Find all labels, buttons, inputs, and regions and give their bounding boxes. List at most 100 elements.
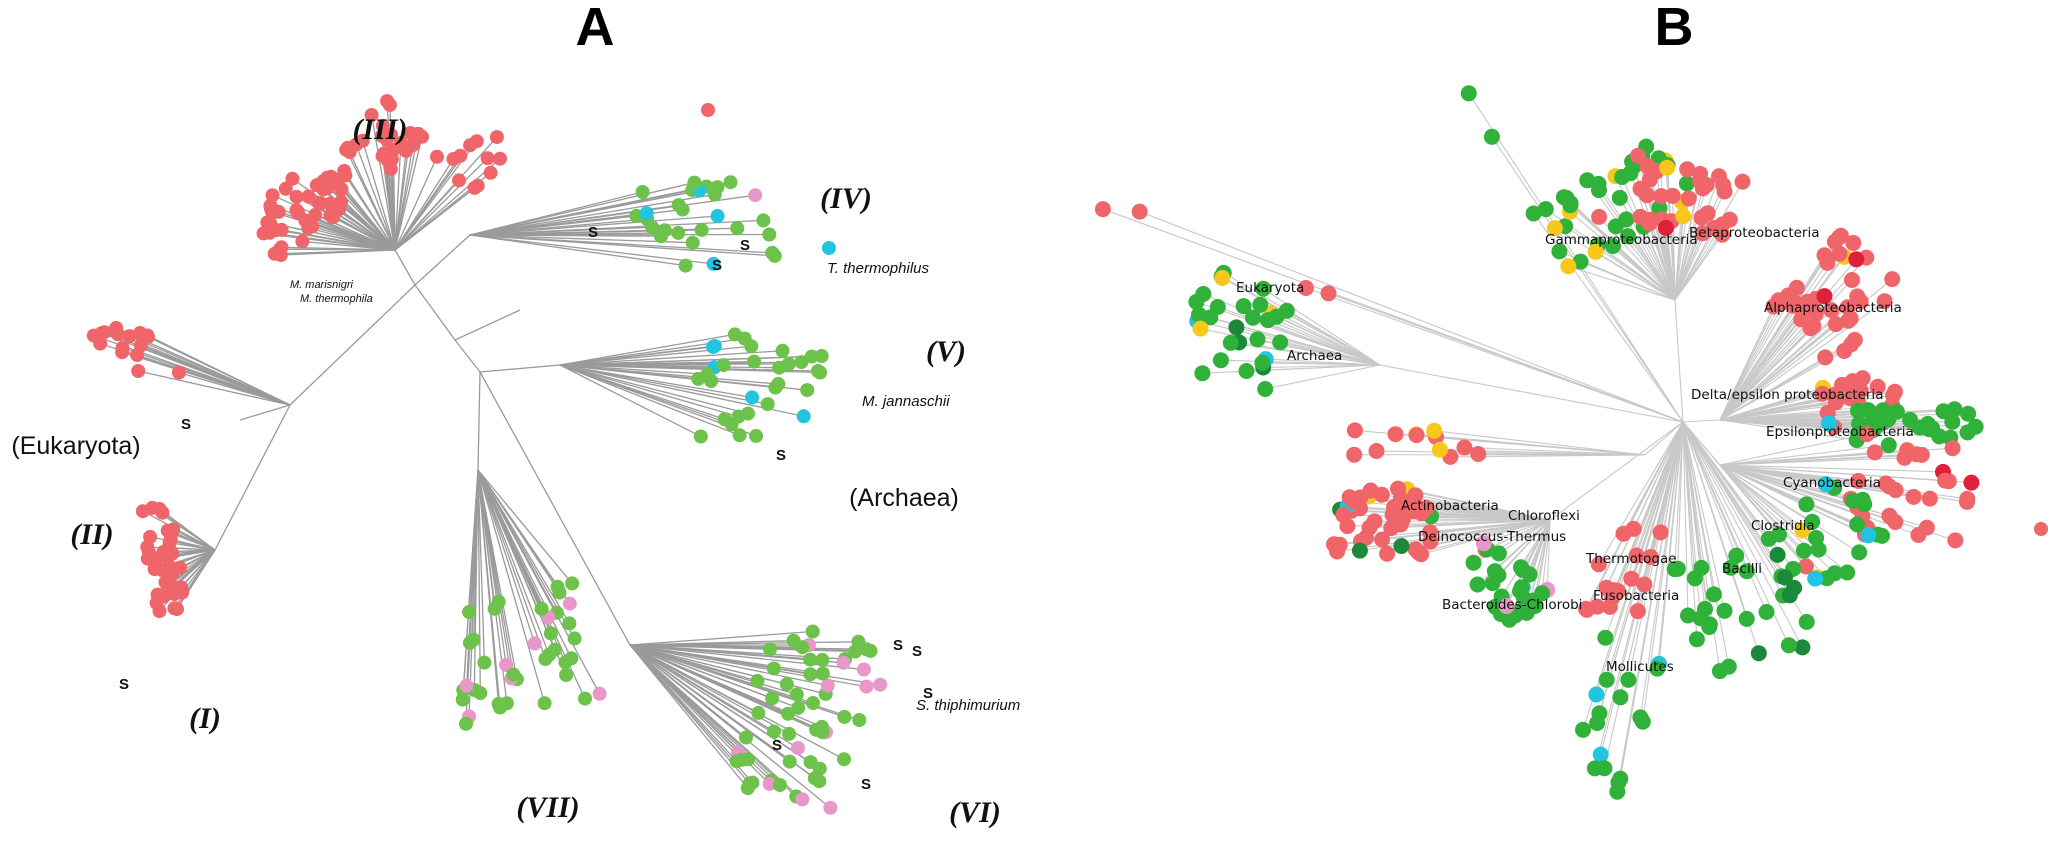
actinobacteria-leaf (1383, 520, 1400, 536)
clade-iv-leaf (654, 229, 668, 244)
clade-iii-branch (355, 144, 396, 251)
fusobacteria-leaf (1623, 570, 1640, 587)
clade-vii-leaf (565, 576, 580, 591)
clade-v-leaf (771, 377, 786, 391)
eukaryota-archaea-branch (1222, 277, 1381, 366)
clade-iii-branch (322, 180, 396, 251)
taxon-label-actinobacteria: Actinobacteria (1401, 498, 1499, 514)
s-mark: S (588, 224, 598, 241)
epsilonproteobacteria-leaf (1860, 402, 1877, 419)
clade-iii-branch (394, 144, 414, 251)
alphaproteobacteria-leaf (1827, 316, 1844, 333)
actinobacteria-upper-branch (1416, 434, 1646, 456)
bacilli-branch (1682, 421, 1780, 535)
panel-a-unrooted-tree: A (III) (IV) (V) (II) (I) (VII) (VI) (Eu… (11, 0, 1020, 829)
clade-vii-leaf (558, 655, 573, 670)
clade-v-leaf (772, 360, 787, 375)
betaproteobacteria-branch (1665, 227, 1676, 301)
clade-iii-leaf (301, 189, 316, 204)
alphaproteobacteria-leaf (1839, 299, 1856, 316)
clade-vi-leaf (803, 667, 818, 682)
gammaproteobacteria-branch (1568, 265, 1676, 301)
clade-vi-leaf (806, 696, 820, 710)
clade-iv-branch (469, 234, 686, 267)
taxon-label-chloroflexi: Chloroflexi (1508, 508, 1580, 524)
panel-b-letter: B (1655, 0, 1694, 57)
clade-iv-leaf (723, 175, 738, 190)
fusobacteria-leaf (1628, 547, 1645, 564)
mollicutes-leaf (1609, 783, 1626, 800)
clade-vi-leaf (791, 700, 806, 715)
clade-vii-leaf (462, 635, 477, 650)
outgroup-leaf (1525, 205, 1542, 222)
bacilli-branch (1682, 421, 1779, 556)
alphaproteobacteria-leaf (1836, 343, 1853, 359)
clade-vi-leaf (782, 754, 797, 769)
eukaryota-archaea-leaf (1244, 309, 1261, 326)
betaproteobacteria-branch (1674, 224, 1723, 301)
clade-v-leaf (727, 327, 742, 342)
clade-vii-branch (477, 469, 550, 655)
clade-ii-leaf (130, 348, 145, 362)
clade-vii-branch (477, 469, 500, 705)
clade-vii-leaf (567, 631, 582, 646)
mollicutes-branch (1656, 421, 1684, 669)
panel-a-internal-branch (454, 309, 521, 341)
epsilonproteobacteria-branch (1719, 409, 1869, 421)
clade-label-vi: (VI) (949, 796, 1001, 829)
clade-vii-leaf (499, 658, 514, 672)
clade-iii-leaf (374, 129, 389, 144)
s-mark: S (740, 237, 750, 254)
clade-vii-leaf (527, 636, 542, 651)
alphaproteobacteria-leaf (1884, 271, 1901, 288)
alphaproteobacteria-leaf (1819, 254, 1836, 271)
actinobacteria-leaf (1384, 506, 1401, 523)
actinobacteria-leaf (1407, 487, 1424, 504)
clade-vi-leaf (789, 687, 804, 702)
alphaproteobacteria-leaf (1848, 251, 1865, 268)
clade-vi-leaf (779, 677, 794, 692)
epsilonproteobacteria-leaf (1875, 402, 1891, 419)
delta-epsilon-leaf (1820, 415, 1837, 432)
eukaryota-archaea-leaf (1228, 319, 1245, 336)
clade-v-branch (559, 364, 739, 418)
fusobacteria-leaf (1642, 549, 1659, 565)
clade-ii-leaf (110, 327, 125, 342)
alphaproteobacteria-branch (1719, 295, 1789, 421)
eukaryota-long-leaf (1297, 280, 1314, 296)
clostridia-leaf (1818, 570, 1835, 587)
clade-vi-leaf (767, 724, 781, 739)
clade-iii-leaf (430, 149, 444, 164)
taxon-label-cyanobacteria: Cyanobacteria (1783, 475, 1881, 491)
clade-iv-branch (469, 212, 647, 236)
clade-vii-leaf (537, 696, 552, 711)
taxon-label-gammaproteobacteria: Gammaproteobacteria (1545, 232, 1698, 248)
clade-ii-leaf (131, 364, 146, 378)
alphaproteobacteria-branch (1719, 306, 1849, 421)
panel-a-internal-branch (477, 371, 481, 471)
clade-iii-leaf (323, 208, 338, 223)
clade-iii-leaf (323, 196, 338, 211)
clade-vi-branch (629, 644, 751, 784)
clade-vi-branch (629, 644, 860, 721)
actinobacteria-upper-leaf (1426, 422, 1443, 439)
clade-i-leaf (167, 601, 182, 616)
clade-vi-leaf (859, 679, 874, 694)
clade-iii-branch (394, 156, 438, 251)
fusobacteria-leaf (1590, 556, 1607, 573)
clade-iv-leaf (756, 213, 771, 228)
clade-v-leaf (693, 429, 708, 444)
alphaproteobacteria-branch (1719, 320, 1849, 421)
cyanobacteria-leaf (1947, 532, 1964, 549)
cyanobacteria-leaf (1963, 474, 1980, 491)
clade-i-branch (172, 549, 216, 587)
clade-vii-branch (477, 469, 515, 675)
cyanobacteria-leaf (1850, 472, 1867, 489)
clade-ii-branch (147, 334, 291, 406)
clade-vii-leaf (459, 678, 474, 693)
actinobacteria-leaf (1379, 545, 1396, 562)
clade-ii-leaf (122, 329, 137, 344)
alphaproteobacteria-leaf (1788, 279, 1805, 296)
delta-epsilon-leaf (1828, 394, 1844, 411)
bacilli-leaf (1794, 639, 1811, 656)
